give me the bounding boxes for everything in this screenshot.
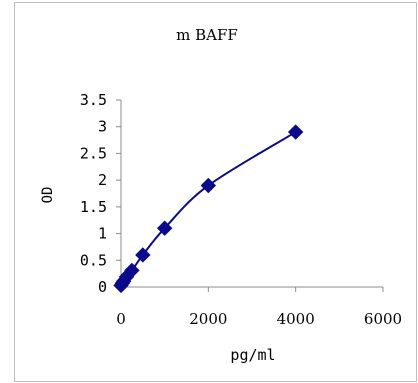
data-point-marker <box>287 124 304 140</box>
tick-labels: 0 0.5 1 1.5 2 2.5 3 3.5 0 2000 4000 6000 <box>80 91 402 328</box>
chart-frame <box>14 2 417 382</box>
series-line <box>120 131 297 286</box>
x-tick-label: 6000 <box>364 310 402 328</box>
x-axis-title: pg/ml <box>230 346 275 364</box>
y-tick-label: 2.5 <box>80 144 107 162</box>
y-tick-label: 1 <box>98 225 107 243</box>
y-tick-label: 0 <box>98 278 107 296</box>
data-point-marker <box>156 220 173 236</box>
data-point-marker <box>124 262 140 279</box>
data-point-marker <box>135 247 151 263</box>
axes <box>116 99 384 292</box>
y-tick-label: 0.5 <box>80 251 107 269</box>
data-point-marker <box>200 177 217 194</box>
y-tick-label: 3 <box>98 118 107 136</box>
data-markers <box>113 124 304 294</box>
y-tick-label: 1.5 <box>80 198 107 216</box>
x-tick-label: 2000 <box>189 310 227 328</box>
y-tick-label: 2 <box>98 171 107 189</box>
chart-title: m BAFF <box>176 26 238 44</box>
x-tick-label: 0 <box>116 310 126 328</box>
x-tick-label: 4000 <box>277 310 315 328</box>
y-axis-title: OD <box>40 187 56 204</box>
y-tick-label: 3.5 <box>80 91 107 109</box>
